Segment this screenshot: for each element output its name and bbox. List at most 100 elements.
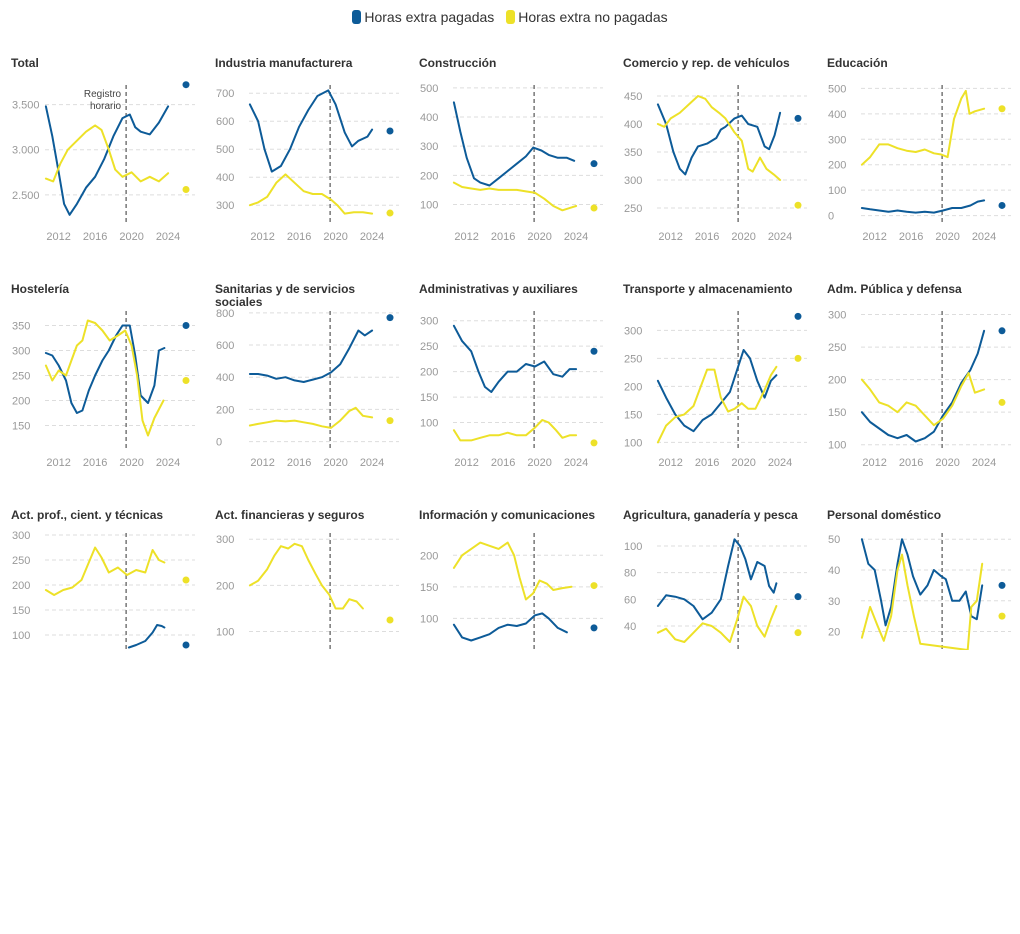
chart-title: sociales	[215, 295, 263, 309]
x-tick-label: 2020	[527, 231, 551, 243]
legend-item-paid[interactable]: Horas extra pagadas	[352, 9, 494, 25]
latest-dot-unpaid	[386, 417, 394, 425]
latest-dot-unpaid	[386, 209, 394, 217]
y-tick-label: 60	[624, 594, 636, 606]
series-line-unpaid	[248, 173, 374, 215]
panel-hosteleria: Hostelería 150 200 250 300 350 2012 2016 2020 202…	[11, 282, 195, 469]
latest-dot-unpaid	[998, 612, 1006, 620]
panel-adm-publica-y-defensa: Adm. Pública y defensa 100 150 200 250 300 201…	[827, 282, 1011, 469]
y-tick-label: 3.000	[12, 145, 40, 157]
x-tick-label: 2024	[156, 231, 180, 243]
y-tick-label: 200	[624, 381, 642, 393]
series-line-unpaid	[248, 406, 374, 429]
y-tick-label: 500	[420, 83, 438, 95]
y-tick-label: 700	[216, 88, 234, 100]
x-tick-label: 2020	[527, 457, 551, 469]
legend: Horas extra pagadas Horas extra no pagad…	[0, 9, 1020, 25]
y-tick-label: 0	[828, 211, 834, 223]
legend-swatch-paid	[352, 10, 362, 24]
panel-construccion: Construcción 100 200 300 400 500 2012 2016 2020 2…	[419, 56, 603, 243]
series-line-paid	[860, 329, 986, 443]
latest-dot-unpaid	[386, 616, 394, 624]
x-tick-label: 2012	[46, 659, 70, 671]
y-tick-label: 250	[12, 371, 30, 383]
y-tick-label: 400	[216, 172, 234, 184]
series-line-paid	[656, 103, 782, 176]
y-tick-label: 400	[624, 119, 642, 131]
x-tick-label: 2024	[156, 457, 180, 469]
x-tick-label: 2016	[83, 457, 107, 469]
x-tick-label: 2020	[527, 659, 551, 671]
y-tick-label: 150	[12, 421, 30, 433]
x-tick-label: 2016	[491, 231, 515, 243]
latest-dot-paid	[386, 127, 394, 135]
latest-dot-unpaid	[794, 629, 802, 637]
y-tick-label: 250	[624, 353, 642, 365]
chart-title: Administrativas y auxiliares	[419, 282, 578, 296]
y-tick-label: 350	[624, 147, 642, 159]
series-line-paid	[452, 101, 576, 187]
x-tick-label: 2020	[935, 457, 959, 469]
legend-swatch-unpaid	[506, 10, 516, 24]
y-tick-label: 250	[624, 203, 642, 215]
y-tick-label: 200	[216, 580, 234, 592]
x-tick-label: 2012	[862, 231, 886, 243]
latest-dot-paid	[590, 160, 598, 168]
panel-comercio-y-rep-de-vehiculos: Comercio y rep. de vehículos 250 300 350 400…	[623, 56, 807, 243]
series-line-paid	[860, 538, 984, 627]
series-line-paid	[656, 538, 778, 621]
x-tick-label: 2012	[658, 659, 682, 671]
x-tick-label: 2020	[119, 231, 143, 243]
chart-title: Sanitarias y de servicios	[215, 282, 355, 296]
x-tick-label: 2012	[658, 457, 682, 469]
x-tick-label: 2024	[360, 457, 384, 469]
y-tick-label: 100	[828, 440, 846, 452]
x-tick-label: 2012	[454, 457, 478, 469]
latest-dot-paid	[998, 581, 1006, 589]
series-line-unpaid	[452, 541, 573, 601]
series-line-unpaid	[44, 319, 165, 437]
x-tick-label: 2016	[899, 659, 923, 671]
legend-item-unpaid[interactable]: Horas extra no pagadas	[506, 9, 668, 25]
chart-title: Agricultura, ganadería y pesca	[623, 508, 798, 522]
panel-total: Total 2.500 3.000 3.500 2012 2016 2020 2024 Regi…	[11, 56, 195, 243]
latest-dot-paid	[182, 322, 190, 329]
y-tick-label: 30	[828, 596, 840, 608]
y-tick-label: 200	[420, 367, 438, 379]
x-tick-label: 2012	[454, 231, 478, 243]
latest-dot-paid	[794, 114, 802, 122]
y-tick-label: 100	[420, 200, 438, 212]
series-line-unpaid	[656, 595, 778, 643]
y-tick-label: 250	[420, 341, 438, 353]
chart-title: Hostelería	[11, 282, 69, 296]
y-tick-label: 300	[420, 141, 438, 153]
x-tick-label: 2016	[83, 231, 107, 243]
x-tick-label: 2016	[491, 659, 515, 671]
latest-dot-paid	[794, 312, 802, 320]
annotation-text: horario	[90, 101, 122, 112]
chart-title: Educación	[827, 56, 888, 70]
series-line-unpaid	[44, 546, 166, 596]
x-tick-label: 2012	[862, 457, 886, 469]
y-tick-label: 20	[828, 627, 840, 639]
y-tick-label: 200	[828, 160, 846, 172]
x-tick-label: 2016	[491, 457, 515, 469]
chart-title: Personal doméstico	[827, 508, 941, 522]
x-tick-label: 2020	[935, 231, 959, 243]
y-tick-label: 350	[12, 321, 30, 333]
x-tick-label: 2020	[323, 457, 347, 469]
y-tick-label: 300	[624, 325, 642, 337]
x-tick-label: 2012	[250, 659, 274, 671]
series-line-paid	[452, 324, 578, 393]
y-tick-label: 300	[420, 316, 438, 328]
x-tick-label: 2024	[768, 457, 792, 469]
y-tick-label: 300	[624, 175, 642, 187]
x-tick-label: 2016	[695, 231, 719, 243]
x-tick-label: 2024	[972, 457, 996, 469]
y-tick-label: 500	[216, 144, 234, 156]
x-tick-label: 2012	[454, 659, 478, 671]
y-tick-label: 200	[420, 170, 438, 182]
series-line-paid	[860, 199, 986, 214]
series-line-paid	[452, 612, 568, 642]
